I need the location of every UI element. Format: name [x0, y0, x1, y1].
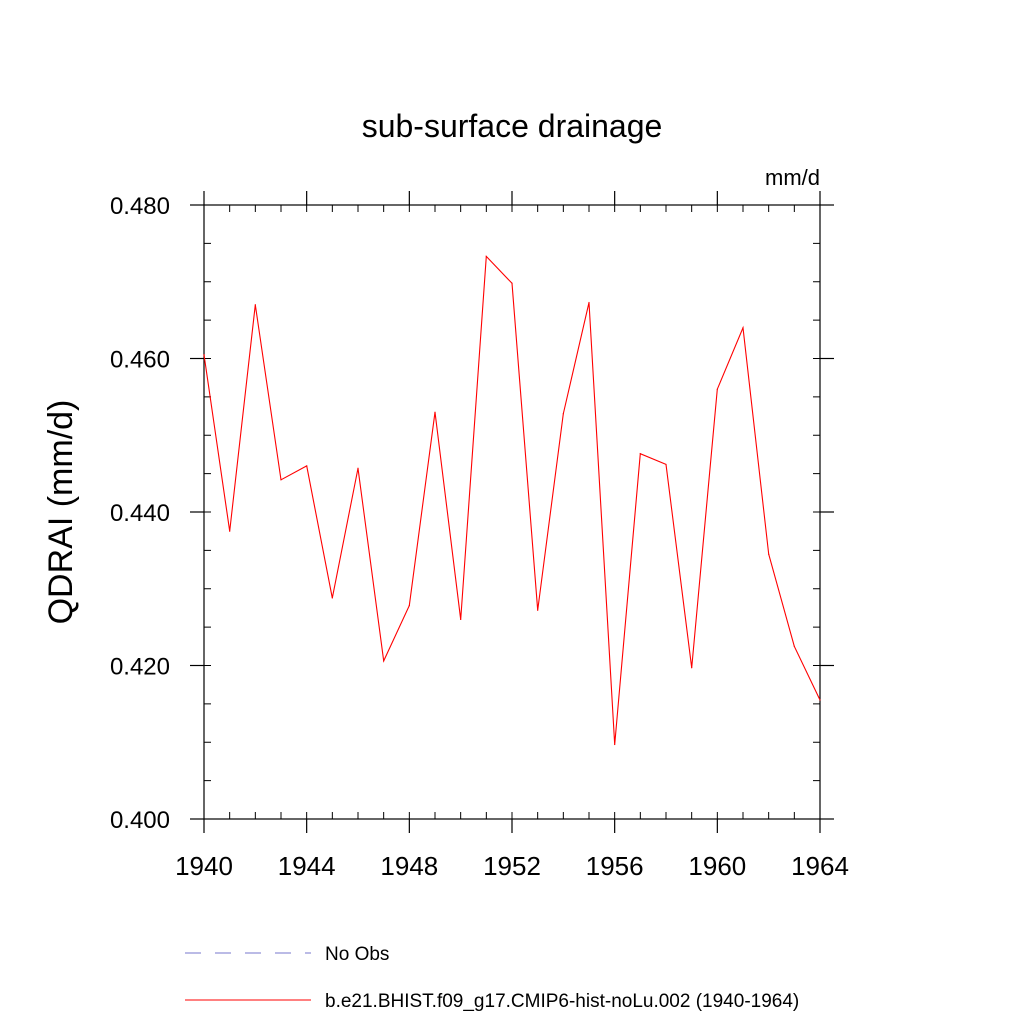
x-tick-label: 1952 — [483, 851, 541, 881]
data-point — [203, 354, 205, 356]
data-point — [280, 479, 282, 481]
data-point — [511, 282, 513, 284]
chart-title: sub-surface drainage — [362, 108, 663, 144]
x-tick-label: 1944 — [278, 851, 336, 881]
x-tick-label: 1960 — [688, 851, 746, 881]
data-point — [306, 465, 308, 467]
data-point — [716, 388, 718, 390]
data-point — [383, 660, 385, 662]
x-tick-label: 1948 — [380, 851, 438, 881]
series-layer — [203, 255, 821, 746]
data-point — [768, 553, 770, 555]
data-point — [537, 609, 539, 611]
series-line-0 — [203, 255, 821, 745]
data-point — [562, 413, 564, 415]
data-point — [614, 743, 616, 746]
y-tick-label: 0.420 — [110, 654, 170, 681]
x-tick-label: 1940 — [175, 851, 233, 881]
data-point — [460, 618, 462, 621]
data-point — [639, 453, 641, 455]
data-point — [691, 667, 693, 669]
plot-frame — [203, 204, 821, 820]
data-point — [357, 467, 359, 469]
data-point — [485, 255, 487, 258]
data-point — [331, 597, 333, 599]
data-point — [434, 411, 436, 413]
legend-label: b.e21.BHIST.f09_g17.CMIP6-hist-noLu.002 … — [325, 991, 799, 1012]
legend: No Obs b.e21.BHIST.f09_g17.CMIP6-hist-noL… — [185, 944, 799, 1012]
legend-label: No Obs — [325, 944, 389, 965]
units-label: mm/d — [765, 165, 820, 190]
data-point — [819, 699, 821, 701]
y-tick-label: 0.440 — [110, 500, 170, 527]
data-point — [665, 463, 667, 466]
axis-ticks — [190, 191, 834, 833]
y-tick-label: 0.400 — [110, 807, 170, 834]
y-tick-label: 0.480 — [110, 193, 170, 220]
x-tick-label: 1964 — [791, 851, 849, 881]
y-axis-label: QDRAI (mm/d) — [42, 400, 80, 625]
data-point — [742, 327, 744, 329]
data-point — [588, 301, 590, 304]
data-point — [408, 605, 410, 607]
data-point — [229, 530, 231, 532]
x-tick-label: 1956 — [586, 851, 644, 881]
data-point — [793, 645, 795, 647]
y-tick-label: 0.460 — [110, 347, 170, 374]
axis-tick-labels: 1940 1944 1948 1952 1956 1960 1964 0.400 0.420 0.… — [110, 193, 849, 881]
data-point — [254, 304, 256, 306]
